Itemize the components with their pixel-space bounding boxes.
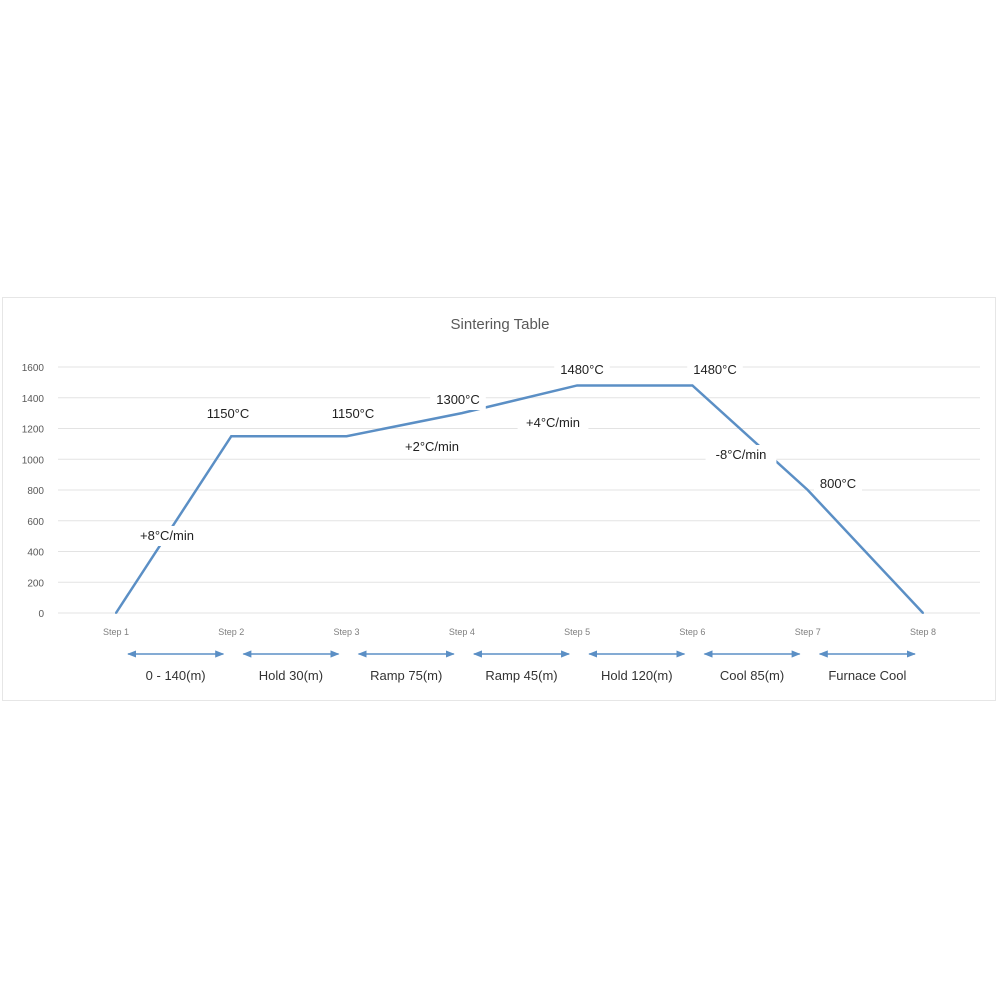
y-tick-label: 1400 [22,394,45,405]
segment-label: Hold 120(m) [601,668,673,683]
data-point [115,612,117,614]
y-tick-label: 0 [38,609,44,620]
x-tick-label: Step 1 [103,627,129,637]
point-label-bg [200,404,256,424]
point-label: 1480°C [560,362,604,377]
x-tick-label: Step 3 [334,627,360,637]
segment-label: Ramp 75(m) [370,668,442,683]
data-point [345,435,348,438]
x-tick-label: Step 5 [564,627,590,637]
data-point [460,412,463,415]
segment-label: Cool 85(m) [720,668,784,683]
data-point [230,435,233,438]
x-tick-label: Step 8 [910,627,936,637]
y-tick-label: 1200 [22,425,45,436]
point-label: 1480°C [693,362,737,377]
rate-label: +4°C/min [526,415,580,430]
x-tick-label: Step 2 [218,627,244,637]
y-tick-label: 1000 [22,455,45,466]
rate-label-bg [131,526,203,546]
point-label: 800°C [820,476,856,491]
x-tick-label: Step 7 [795,627,821,637]
y-tick-label: 400 [27,548,44,559]
point-label: 1150°C [332,406,375,421]
point-label-bg [325,404,381,424]
y-tick-label: 1600 [22,363,45,374]
rate-label-bg [517,413,589,433]
point-label: 1300°C [436,392,480,407]
point-label-bg [687,360,743,380]
segment-label: Hold 30(m) [259,668,323,683]
chart-title: Sintering Table [451,316,550,333]
rate-label: -8°C/min [716,447,767,462]
data-point [922,612,924,614]
y-tick-label: 200 [27,578,44,589]
y-tick-label: 800 [27,486,44,497]
data-point [576,384,579,387]
point-label-bg [554,360,610,380]
segment-label: Furnace Cool [828,668,906,683]
point-label-bg [814,474,862,494]
rate-label: +2°C/min [405,439,459,454]
series-line [114,384,924,614]
y-tick-label: 600 [27,517,44,528]
segment-label: 0 - 140(m) [146,668,206,683]
data-point [806,489,809,491]
data-point [691,384,694,387]
rate-label-bg [705,445,777,465]
point-label: 1150°C [207,406,250,421]
rate-label: +8°C/min [140,528,194,543]
x-tick-label: Step 4 [449,627,475,637]
segment-label: Ramp 45(m) [485,668,557,683]
rate-label-bg [396,437,468,457]
point-label-bg [430,390,486,410]
chart-frame [2,297,996,701]
x-tick-label: Step 6 [679,627,705,637]
